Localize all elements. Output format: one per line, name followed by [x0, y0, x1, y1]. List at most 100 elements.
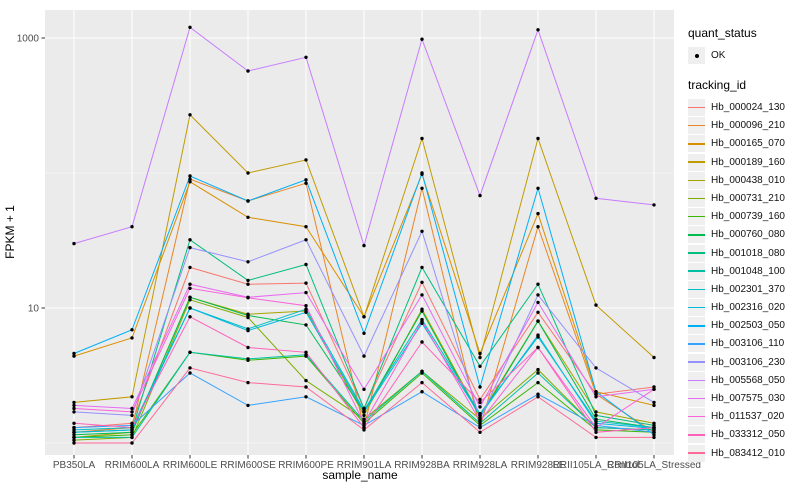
legend-item: Hb_000739_160 [688, 208, 800, 226]
data-point [536, 392, 540, 396]
data-point [246, 313, 250, 318]
data-point [188, 25, 192, 29]
data-point [594, 425, 598, 430]
data-point [594, 366, 598, 370]
data-point [188, 177, 192, 181]
data-point [594, 395, 598, 399]
x-tick-label: RRIM600LA [105, 460, 160, 471]
data-point [536, 310, 540, 314]
data-point [72, 400, 76, 405]
data-point [536, 395, 540, 399]
legend-key-box [688, 171, 705, 189]
data-point [130, 433, 134, 437]
data-point [594, 435, 598, 440]
legend-key-box [688, 117, 705, 135]
data-point [536, 186, 540, 190]
legend-item-label: Hb_003106_110 [711, 338, 785, 350]
legend-key-box [688, 153, 705, 171]
data-point [130, 395, 134, 399]
legend-line-swatch [688, 415, 705, 418]
data-point [188, 371, 192, 375]
legend-title-tracking-id: tracking_id [688, 78, 747, 92]
legend-item: Hb_003106_230 [688, 353, 800, 371]
data-point [304, 55, 308, 59]
legend-line-swatch [688, 452, 705, 454]
data-point [652, 387, 656, 391]
legend-tracking-items: Hb_000024_130 Hb_000096_210 Hb_000165_070 H… [688, 99, 800, 462]
legend-item-label: Hb_083412_010 [711, 447, 785, 459]
data-point [304, 158, 308, 162]
legend-tracking-id: tracking_id Hb_000024_130 Hb_000096_210 Hb… [688, 78, 800, 462]
data-point [536, 28, 540, 32]
legend-item: Hb_000760_080 [688, 226, 800, 244]
legend-line-swatch [688, 306, 705, 309]
legend-item-label: Hb_033312_050 [711, 429, 785, 441]
data-point [420, 136, 424, 141]
data-point [72, 441, 76, 445]
legend-line-swatch [688, 288, 705, 291]
data-point [478, 355, 482, 360]
legend-line-swatch [688, 143, 705, 145]
legend-item-label: Hb_011537_020 [711, 411, 785, 423]
data-point [652, 435, 656, 440]
data-point [536, 300, 540, 305]
data-point [188, 306, 192, 310]
data-point [362, 331, 366, 335]
data-point [536, 345, 540, 350]
data-point [188, 245, 192, 250]
legend-key-box [688, 390, 705, 407]
legend-line-swatch [688, 379, 705, 382]
data-point [594, 413, 598, 418]
legend-item: Hb_001048_100 [688, 262, 800, 280]
data-point [536, 319, 540, 323]
data-point [594, 410, 598, 414]
data-point [362, 387, 366, 391]
ok-point-icon [694, 53, 699, 58]
legend-item: Hb_001018_080 [688, 244, 800, 262]
data-point [188, 113, 192, 117]
legend-line-swatch [688, 161, 705, 163]
data-point [478, 351, 482, 356]
legend-item-label: Hb_000739_160 [711, 211, 785, 223]
legend-item: Hb_000096_210 [688, 117, 800, 135]
data-point [246, 278, 250, 283]
data-point [536, 371, 540, 375]
legend-key-box [688, 208, 705, 226]
data-point [130, 225, 134, 229]
legend-title-quant-status: quant_status [688, 26, 757, 40]
legend-item-label: Hb_000731_210 [711, 192, 785, 204]
data-point [536, 367, 540, 372]
data-point [130, 425, 134, 430]
x-axis-title: sample_name [322, 468, 398, 482]
x-tick-label: PB350LA [53, 460, 96, 471]
data-point [246, 199, 250, 203]
data-point [304, 181, 308, 185]
legend-key-box [688, 226, 705, 244]
legend-item-label: Hb_007575_030 [711, 393, 785, 404]
data-point [246, 260, 250, 264]
data-point [72, 438, 76, 442]
data-point [420, 380, 424, 385]
data-point [130, 336, 134, 340]
data-point [420, 171, 424, 175]
data-point [188, 295, 192, 299]
data-point [536, 211, 540, 216]
data-point [246, 380, 250, 385]
data-point [188, 174, 192, 178]
x-tick-label: RRIM600PE [278, 460, 334, 471]
data-point [72, 354, 76, 358]
data-point [246, 403, 250, 408]
data-point [594, 303, 598, 307]
legend-item: Hb_003106_110 [688, 335, 800, 353]
data-point [478, 364, 482, 368]
data-point [362, 421, 366, 425]
data-point [478, 413, 482, 418]
data-point [304, 290, 308, 295]
data-point [246, 345, 250, 350]
data-point [246, 296, 250, 300]
legend-line-swatch [688, 215, 705, 218]
data-point [130, 410, 134, 414]
data-point [420, 293, 424, 297]
data-point [72, 406, 76, 411]
